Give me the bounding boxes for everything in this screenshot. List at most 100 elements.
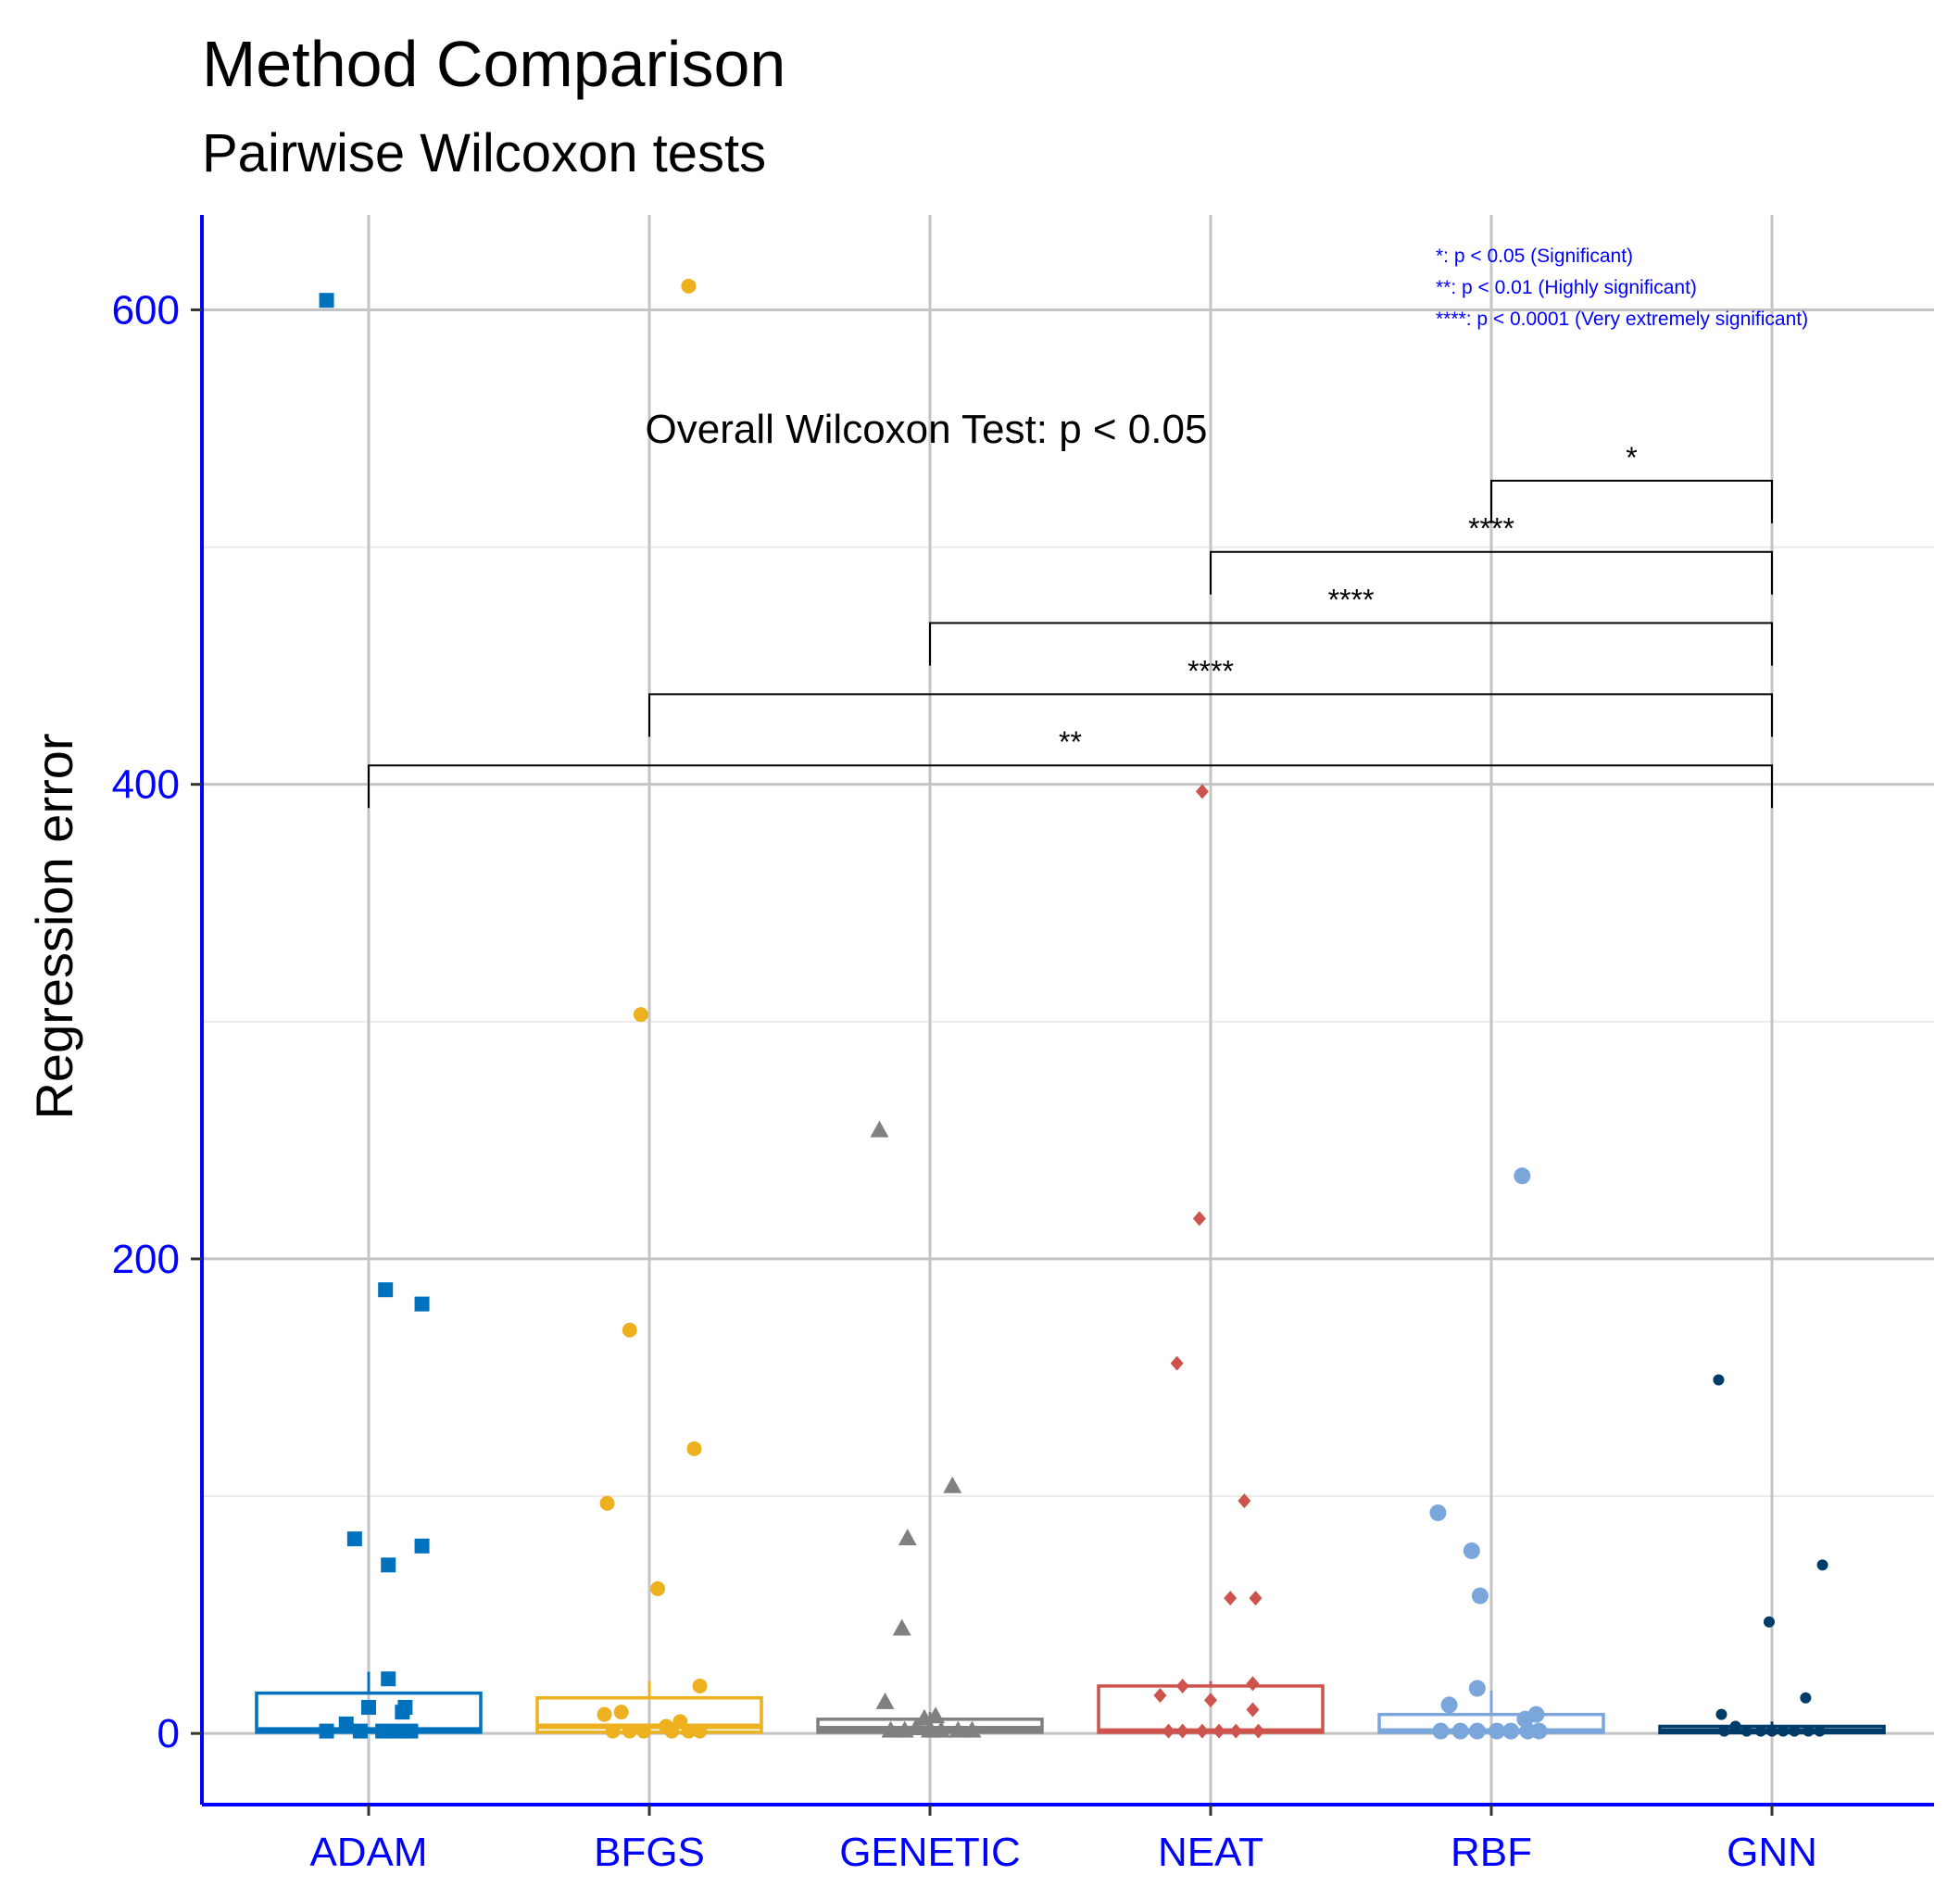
bracket-label: ** <box>1059 725 1082 759</box>
point-neat <box>1204 1693 1217 1708</box>
point-adam <box>378 1282 394 1298</box>
point-gnn <box>1718 1725 1730 1737</box>
point-bfgs <box>622 1723 637 1739</box>
data-points <box>319 278 1828 1740</box>
x-tick-label-gnn: GNN <box>1727 1830 1817 1875</box>
point-rbf <box>1463 1542 1480 1559</box>
point-adam <box>361 1699 376 1715</box>
point-bfgs <box>681 278 697 294</box>
point-neat <box>1238 1493 1251 1509</box>
point-adam <box>381 1671 396 1687</box>
point-gnn <box>1715 1708 1728 1720</box>
point-neat <box>1162 1723 1175 1739</box>
point-adam <box>319 1723 334 1739</box>
x-tick-label-rbf: RBF <box>1451 1830 1532 1875</box>
point-adam <box>319 293 334 308</box>
point-rbf <box>1429 1504 1447 1521</box>
point-bfgs <box>692 1723 708 1739</box>
point-gnn <box>1803 1725 1815 1737</box>
point-bfgs <box>622 1322 637 1338</box>
point-bfgs <box>692 1678 708 1693</box>
x-tick-label-genetic: GENETIC <box>839 1830 1021 1875</box>
point-adam <box>403 1723 419 1739</box>
point-rbf <box>1489 1722 1506 1740</box>
boxplots <box>255 1671 1886 1735</box>
significance-legend-line: ****: p < 0.0001 (Very extremely signifi… <box>1436 308 1808 330</box>
point-gnn <box>1713 1374 1725 1386</box>
point-rbf <box>1468 1722 1486 1740</box>
point-genetic <box>943 1476 962 1493</box>
point-adam <box>375 1723 391 1739</box>
bracket-neat-gnn <box>1210 550 1773 595</box>
point-neat <box>1192 1211 1206 1227</box>
bracket-label: **** <box>1328 584 1375 617</box>
chart-title: Method Comparison <box>202 28 785 100</box>
point-genetic <box>949 1720 968 1738</box>
point-rbf <box>1530 1722 1548 1740</box>
point-rbf <box>1471 1587 1489 1605</box>
bracket-genetic-gnn <box>929 622 1773 666</box>
point-neat <box>1246 1702 1260 1718</box>
gridlines <box>202 215 1934 1805</box>
point-adam <box>389 1723 405 1739</box>
point-genetic <box>875 1692 895 1709</box>
point-neat <box>1175 1723 1189 1739</box>
point-neat <box>1175 1678 1189 1693</box>
point-neat <box>1195 784 1209 799</box>
point-genetic <box>962 1720 982 1738</box>
point-gnn <box>1766 1725 1778 1737</box>
x-tick-label-adam: ADAM <box>309 1830 427 1875</box>
chart-subtitle: Pairwise Wilcoxon tests <box>202 123 766 183</box>
x-tick-label-bfgs: BFGS <box>594 1830 705 1875</box>
point-rbf <box>1440 1696 1458 1714</box>
point-neat <box>1170 1355 1184 1371</box>
significance-legend-line: **: p < 0.01 (Highly significant) <box>1436 277 1697 298</box>
point-genetic <box>870 1120 889 1138</box>
point-rbf <box>1502 1722 1520 1740</box>
point-adam <box>338 1716 354 1731</box>
point-genetic <box>892 1618 911 1636</box>
point-genetic <box>881 1720 900 1738</box>
point-bfgs <box>635 1723 651 1739</box>
y-axis-label: Regression error <box>25 733 83 1119</box>
point-bfgs <box>664 1723 680 1739</box>
y-tick-label: 600 <box>112 287 180 333</box>
y-tick-label: 0 <box>157 1711 180 1756</box>
point-neat <box>1212 1723 1226 1739</box>
point-neat <box>1246 1676 1260 1692</box>
point-gnn <box>1800 1692 1812 1704</box>
point-adam <box>352 1723 368 1739</box>
significance-legend: *: p < 0.05 (Significant) **: p < 0.01 (H… <box>1436 245 1808 330</box>
point-gnn <box>1814 1725 1826 1737</box>
point-adam <box>346 1531 362 1547</box>
point-genetic <box>932 1720 951 1738</box>
point-bfgs <box>681 1723 697 1739</box>
bracket-adam-gnn <box>368 764 1773 809</box>
point-bfgs <box>613 1705 629 1720</box>
axes: 0 200 400 600 ADAM BFGS GENETIC NEAT RBF GNN <box>112 215 1934 1875</box>
point-gnn <box>1754 1725 1766 1737</box>
point-gnn <box>1778 1725 1790 1737</box>
point-bfgs <box>672 1714 688 1730</box>
point-neat <box>1224 1591 1238 1606</box>
point-bfgs <box>650 1580 666 1596</box>
point-genetic <box>926 1706 946 1724</box>
point-gnn <box>1763 1616 1775 1628</box>
bracket-label: **** <box>1468 512 1514 546</box>
bracket-label: **** <box>1187 654 1234 687</box>
point-neat <box>1153 1688 1167 1704</box>
point-gnn <box>1729 1720 1741 1732</box>
x-tick-label-neat: NEAT <box>1158 1830 1263 1875</box>
point-bfgs <box>605 1723 621 1739</box>
bracket-label: * <box>1626 441 1637 474</box>
point-rbf <box>1451 1722 1469 1740</box>
y-tick-label: 200 <box>112 1237 180 1282</box>
y-tick-label: 400 <box>112 762 180 808</box>
overall-test-annotation: Overall Wilcoxon Test: p < 0.05 <box>646 407 1208 452</box>
point-neat <box>1195 1723 1209 1739</box>
significance-brackets: *************** <box>368 441 1773 809</box>
point-adam <box>395 1705 410 1720</box>
point-rbf <box>1468 1680 1486 1697</box>
point-gnn <box>1816 1559 1828 1571</box>
point-neat <box>1249 1591 1263 1606</box>
